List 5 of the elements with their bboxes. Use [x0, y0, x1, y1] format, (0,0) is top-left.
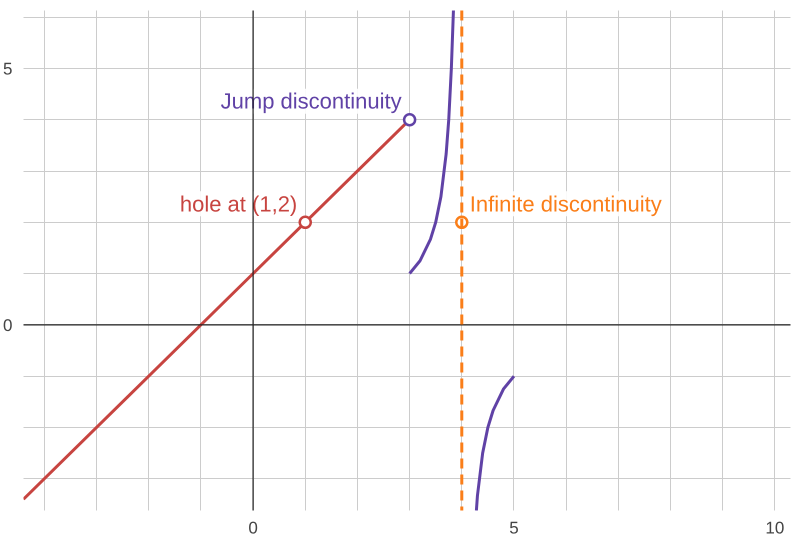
x-tick-label: 0: [248, 518, 258, 536]
x-tick-label: 10: [765, 518, 784, 536]
annotation: Infinite discontinuity: [470, 191, 662, 216]
x-tick-label: 5: [509, 518, 519, 536]
annotation: hole at (1,2): [180, 191, 298, 216]
